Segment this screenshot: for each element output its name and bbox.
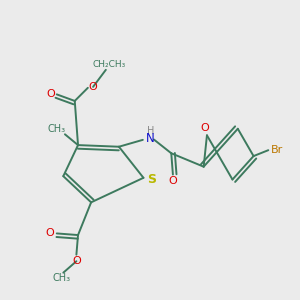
Text: CH₂CH₃: CH₂CH₃ [92, 60, 126, 69]
Text: Br: Br [271, 145, 283, 154]
Text: O: O [200, 123, 209, 133]
Text: O: O [72, 256, 81, 266]
Text: N: N [146, 132, 155, 145]
Text: O: O [169, 176, 177, 186]
Text: O: O [46, 228, 55, 238]
Text: CH₃: CH₃ [48, 124, 66, 134]
Text: CH₃: CH₃ [52, 273, 71, 283]
Text: O: O [89, 82, 98, 92]
Text: H: H [147, 126, 154, 136]
Text: S: S [147, 173, 156, 186]
Text: O: O [46, 89, 55, 99]
